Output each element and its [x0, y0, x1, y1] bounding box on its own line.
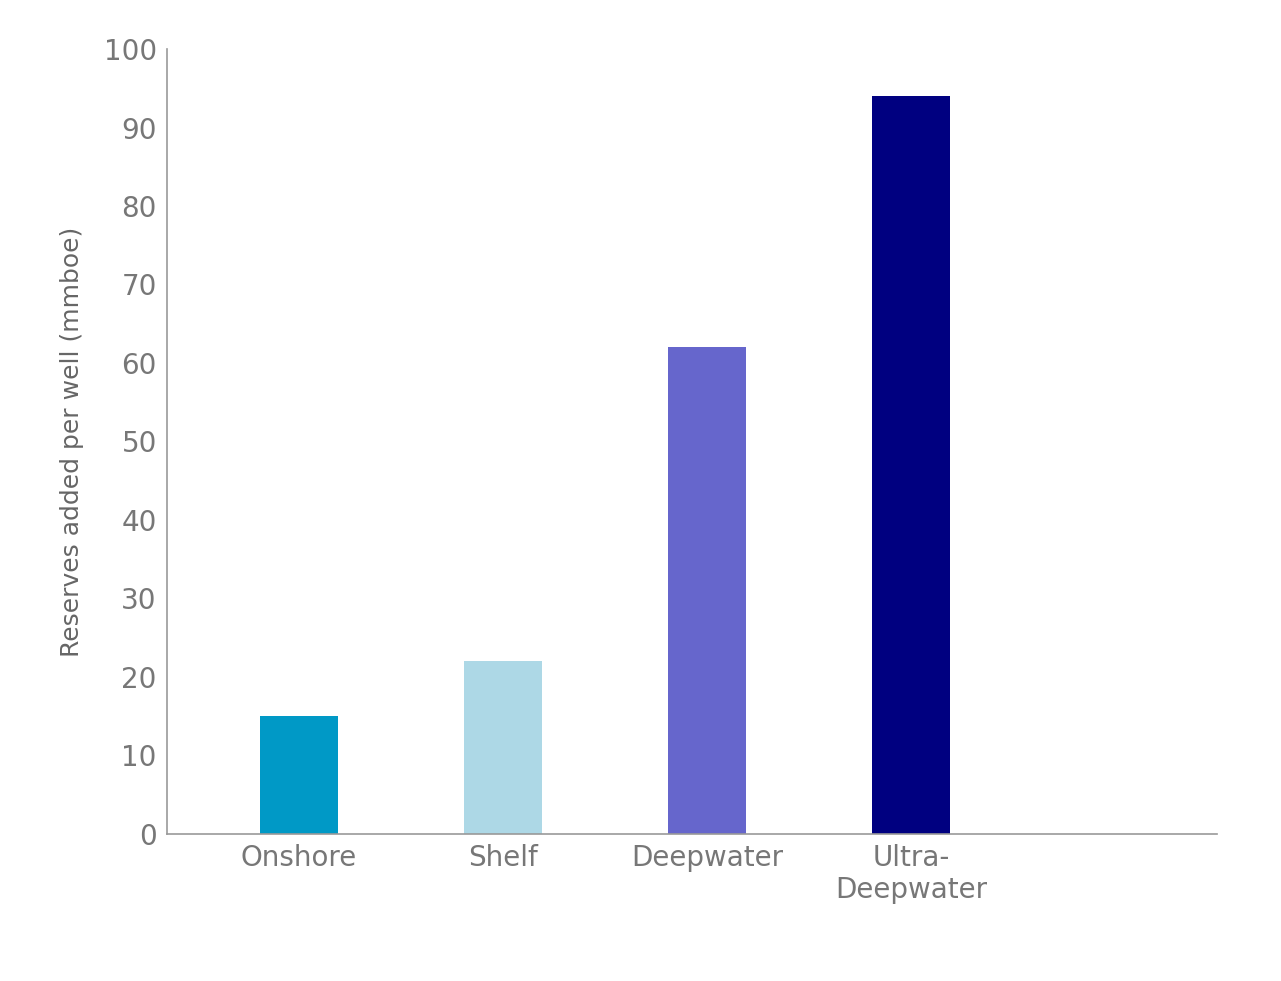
Bar — [669, 347, 746, 834]
Y-axis label: Reserves added per well (mmboe): Reserves added per well (mmboe) — [60, 227, 85, 656]
Bar — [464, 661, 542, 834]
Bar — [872, 96, 949, 834]
Bar — [260, 716, 338, 834]
